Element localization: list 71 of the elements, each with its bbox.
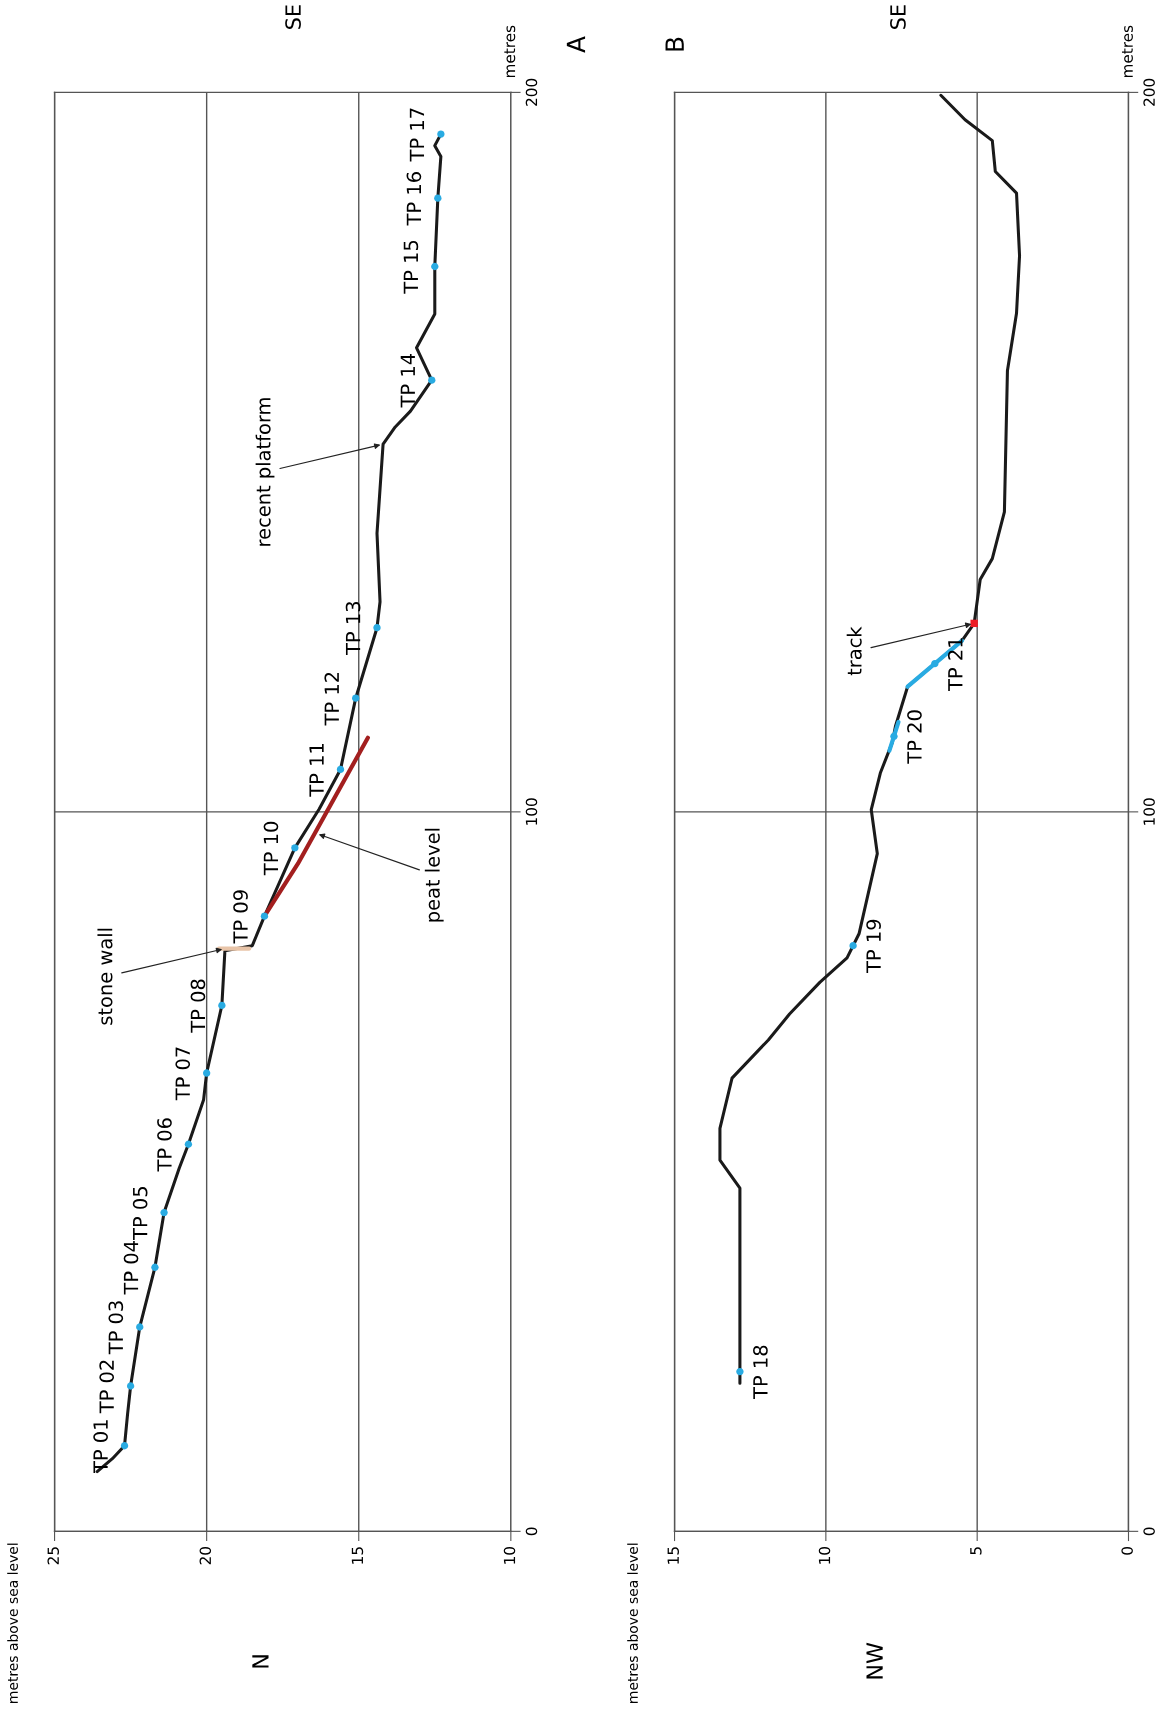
data-label: TP 04 (123, 1241, 139, 1295)
data-label: TP 13 (345, 601, 361, 655)
text: metres above sea level (627, 1543, 638, 1703)
x-tick-label: 15 (351, 1547, 364, 1564)
data-label: TP 11 (309, 743, 324, 797)
point (291, 844, 299, 852)
y-tick-label: 0 (525, 1527, 538, 1536)
data-label: TP 05 (132, 1187, 148, 1240)
data-label: TP 16 (406, 172, 422, 226)
point (352, 694, 360, 702)
data-label: TP 03 (108, 1301, 124, 1355)
point (184, 1140, 193, 1148)
data-label: TP 19 (866, 919, 881, 974)
text: SE (285, 5, 301, 29)
point (437, 130, 445, 138)
y-tick-label: 0 (1143, 1527, 1155, 1536)
text: B (665, 37, 684, 51)
x-tick-label: 5 (970, 1547, 982, 1555)
point (126, 1382, 135, 1390)
point (931, 659, 939, 668)
y-tick-label: 100 (1143, 798, 1155, 825)
y-axis-title: metres (1121, 25, 1133, 78)
point (428, 376, 436, 384)
annotation: recent platform (255, 398, 275, 546)
point (431, 262, 439, 271)
text: A (566, 36, 586, 53)
x-tick-label: 25 (47, 1547, 59, 1565)
data-label: TP 08 (190, 979, 206, 1033)
data-label: TP 09 (233, 890, 248, 944)
x-tick-label: 0 (1121, 1546, 1133, 1555)
point (736, 1367, 744, 1376)
point (970, 619, 978, 628)
data-label: TP 12 (324, 672, 339, 726)
data-label: TP 18 (753, 1345, 768, 1399)
data-label: TP 21 (947, 638, 963, 691)
point (849, 942, 857, 950)
x-tick-label: 10 (818, 1546, 831, 1564)
y-axis-title: metres (504, 25, 516, 78)
data-label: TP 01 (93, 1420, 108, 1474)
data-label: TP 14 (400, 354, 415, 408)
x-tick-label: 20 (199, 1546, 212, 1565)
point (373, 624, 381, 632)
point (120, 1442, 129, 1450)
text: N (252, 1655, 269, 1668)
point (336, 765, 345, 774)
data-label: TP 15 (403, 240, 419, 294)
y-tick-label: 100 (525, 798, 538, 825)
point (218, 1001, 226, 1010)
point (160, 1208, 168, 1217)
point (151, 1263, 159, 1271)
data-label: TP 02 (99, 1360, 115, 1414)
data-label: TP 17 (409, 108, 425, 162)
data-label: TP 06 (157, 1118, 172, 1172)
data-label: TP 10 (263, 821, 279, 876)
point (136, 1323, 144, 1331)
point (434, 194, 442, 202)
point (202, 1069, 211, 1077)
x-tick-label: 15 (667, 1547, 679, 1564)
x-tick-label: 10 (503, 1546, 516, 1564)
annotation: stone wall (97, 928, 113, 1025)
point (260, 912, 269, 920)
text: NW (866, 1642, 883, 1679)
y-tick-label: 200 (1143, 78, 1155, 106)
annotation: peat level (424, 828, 444, 922)
text: SE (890, 5, 906, 29)
point (890, 732, 898, 740)
text: metres above sea level (7, 1543, 18, 1703)
y-tick-label: 200 (525, 78, 538, 106)
data-label: TP 07 (175, 1047, 191, 1101)
annotation: track (846, 626, 862, 676)
data-label: TP 20 (907, 710, 922, 764)
